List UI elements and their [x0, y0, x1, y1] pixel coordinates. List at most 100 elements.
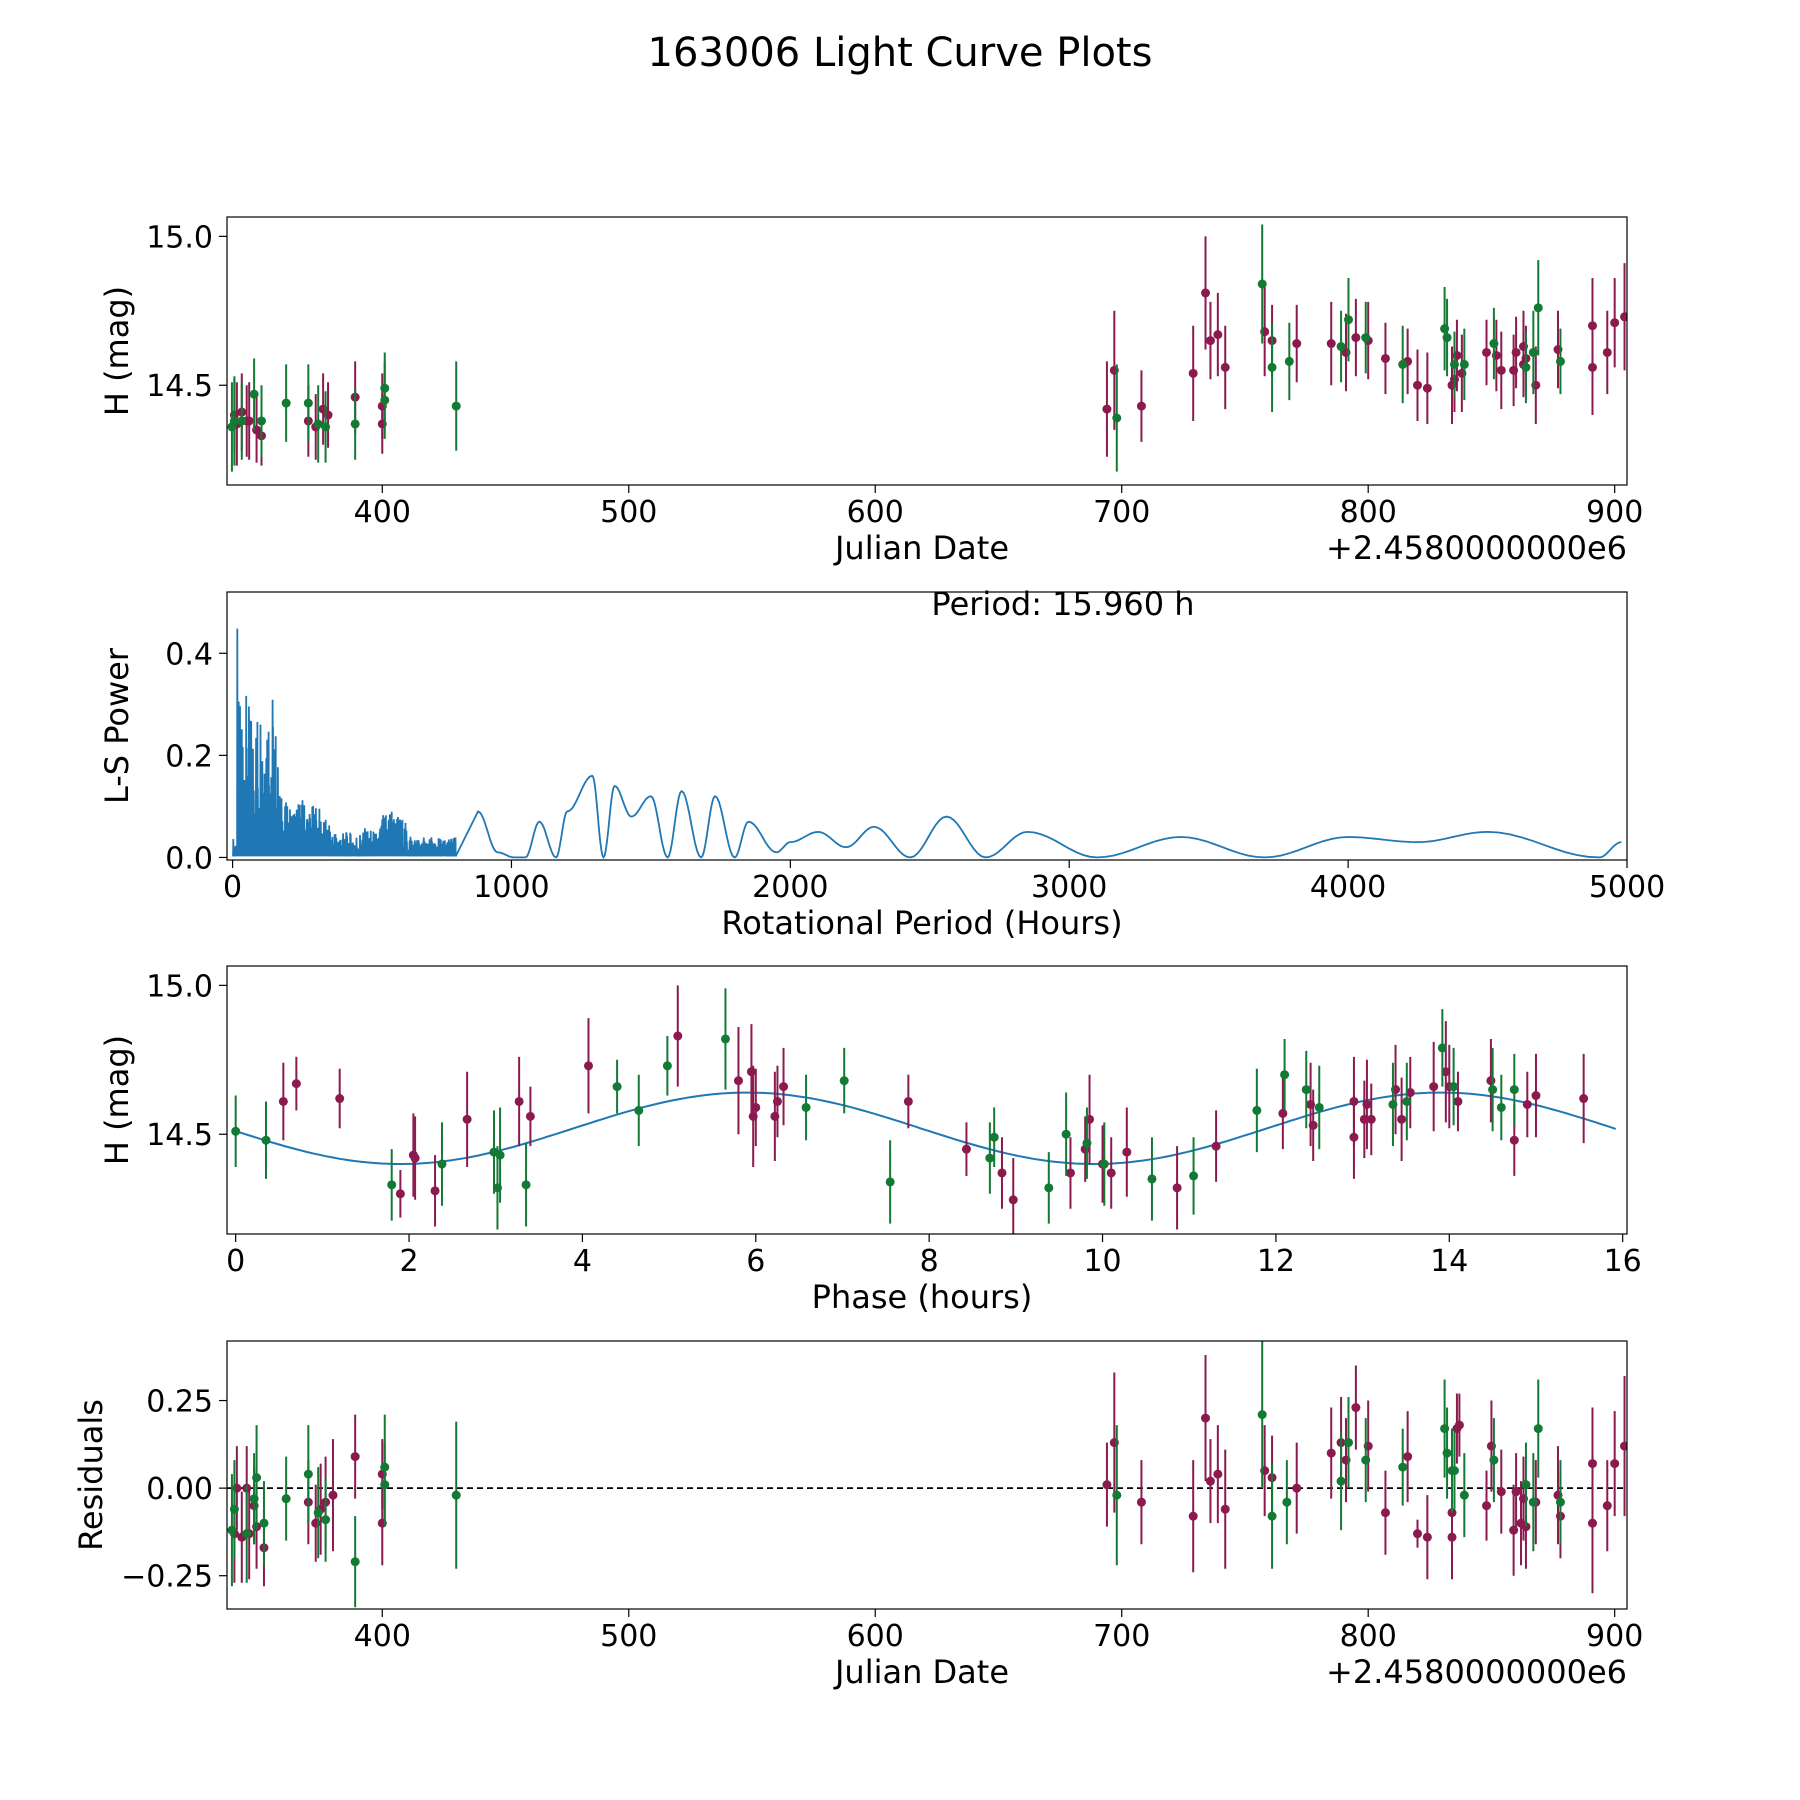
- x-tick-label: 16: [1604, 1244, 1642, 1279]
- x-tick-label: 900: [1586, 1619, 1643, 1654]
- green-data-point: [229, 1504, 239, 1514]
- red-data-point: [583, 1061, 593, 1071]
- green-data-point: [1521, 362, 1531, 372]
- red-data-point: [1602, 347, 1612, 357]
- green-data-point: [1459, 359, 1469, 369]
- red-data-point: [1351, 333, 1361, 343]
- green-data-point: [1112, 1490, 1122, 1500]
- red-data-point: [1136, 401, 1146, 411]
- x-tick-label: 700: [1093, 1619, 1150, 1654]
- red-data-point: [673, 1031, 683, 1041]
- green-data-point: [252, 1473, 262, 1483]
- x-tick-label: 400: [354, 495, 411, 530]
- red-data-point: [244, 416, 254, 426]
- green-data-point: [985, 1153, 995, 1163]
- green-data-point: [1301, 1085, 1311, 1095]
- green-data-point: [451, 1490, 461, 1500]
- red-data-point: [410, 1153, 420, 1163]
- red-data-point: [1188, 368, 1198, 378]
- green-data-point: [1437, 1043, 1447, 1053]
- x-tick-label: 5000: [1589, 870, 1665, 905]
- green-data-point: [1284, 356, 1294, 366]
- x-offset-label: +2.4580000000e6: [1326, 529, 1627, 567]
- green-data-point: [1398, 359, 1408, 369]
- x-tick-label: 800: [1340, 495, 1397, 530]
- red-data-point: [1511, 1487, 1521, 1497]
- red-data-point: [1610, 318, 1620, 328]
- red-data-point: [746, 1067, 756, 1077]
- y-axis-label: L-S Power: [98, 647, 136, 804]
- green-data-point: [281, 1494, 291, 1504]
- x-tick-label: 4: [573, 1244, 592, 1279]
- y-tick-label: 14.5: [146, 1118, 213, 1153]
- red-data-point: [1482, 1501, 1492, 1511]
- red-data-point: [1587, 1518, 1597, 1528]
- green-data-point: [1509, 1085, 1519, 1095]
- plot-frame: [226, 216, 1628, 486]
- green-data-point: [1282, 1497, 1292, 1507]
- y-axis-label: Residuals: [72, 1399, 110, 1551]
- green-data-point: [313, 1508, 323, 1518]
- red-data-point: [1220, 1504, 1230, 1514]
- green-data-point: [1147, 1174, 1157, 1184]
- red-data-point: [1205, 336, 1215, 346]
- green-data-point: [321, 1515, 331, 1525]
- green-data-point: [1489, 1455, 1499, 1465]
- x-tick-label: 0: [226, 1244, 245, 1279]
- red-data-point: [1579, 1094, 1589, 1104]
- red-data-point: [1292, 1483, 1302, 1493]
- green-data-point: [1533, 303, 1543, 313]
- green-data-point: [495, 1150, 505, 1160]
- green-data-point: [229, 416, 239, 426]
- red-data-point: [1441, 1067, 1451, 1077]
- green-data-point: [1061, 1129, 1071, 1139]
- y-tick-label: −0.25: [121, 1560, 213, 1595]
- red-data-point: [1201, 288, 1211, 298]
- green-data-point: [1488, 1085, 1498, 1095]
- green-data-point: [1267, 1511, 1277, 1521]
- red-data-point: [1211, 1141, 1221, 1151]
- x-tick-label: 700: [1093, 495, 1150, 530]
- red-data-point: [1587, 1459, 1597, 1469]
- green-data-point: [237, 416, 247, 426]
- green-data-point: [231, 1126, 241, 1136]
- green-data-point: [1496, 1102, 1506, 1112]
- phase-points: [231, 985, 1589, 1234]
- red-data-point: [1509, 1135, 1519, 1145]
- green-data-point: [1402, 1096, 1412, 1106]
- green-data-point: [1528, 1497, 1538, 1507]
- red-data-point: [1453, 1096, 1463, 1106]
- green-data-point: [1257, 279, 1267, 289]
- red-data-point: [1397, 1114, 1407, 1124]
- green-data-point: [839, 1076, 849, 1086]
- green-data-point: [634, 1105, 644, 1115]
- red-data-point: [328, 1490, 338, 1500]
- y-tick-label: 0.00: [146, 1472, 213, 1507]
- green-data-point: [387, 1180, 397, 1190]
- green-data-point: [1267, 362, 1277, 372]
- x-tick-label: 14: [1430, 1244, 1468, 1279]
- period-annotation: Period: 15.960 h: [931, 585, 1194, 623]
- y-tick-label: 15.0: [146, 969, 213, 1004]
- x-tick-label: 3000: [1031, 870, 1107, 905]
- green-data-point: [1257, 1410, 1267, 1420]
- green-data-point: [249, 389, 259, 399]
- x-axis-label: Julian Date: [833, 529, 1009, 567]
- green-data-point: [1533, 1424, 1543, 1434]
- x-tick-label: 400: [354, 1619, 411, 1654]
- green-data-point: [521, 1180, 531, 1190]
- x-axis-label: Julian Date: [833, 1653, 1009, 1691]
- red-data-point: [997, 1168, 1007, 1178]
- red-data-point: [1511, 347, 1521, 357]
- red-data-point: [1065, 1168, 1075, 1178]
- green-data-point: [451, 401, 461, 411]
- x-tick-label: 6: [746, 1244, 765, 1279]
- red-data-point: [1610, 1459, 1620, 1469]
- green-data-point: [1361, 333, 1371, 343]
- lightcurve-points: [227, 224, 1627, 472]
- red-data-point: [1136, 1497, 1146, 1507]
- red-data-point: [395, 1189, 405, 1199]
- red-data-point: [278, 1096, 288, 1106]
